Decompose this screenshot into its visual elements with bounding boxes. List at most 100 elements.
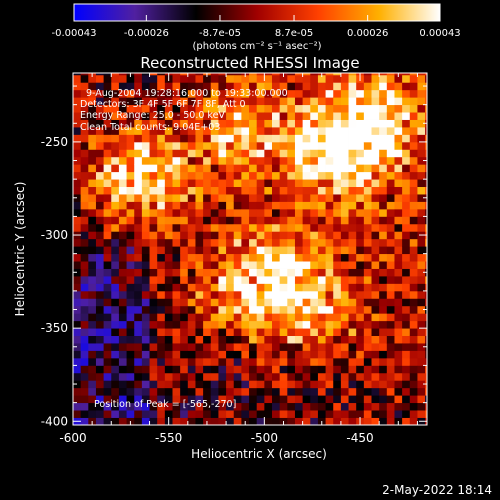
- heatmap-cell: [317, 231, 326, 240]
- heatmap-cell: [149, 313, 158, 322]
- heatmap-cell: [126, 171, 135, 180]
- heatmap-cell: [294, 246, 304, 255]
- heatmap-cell: [73, 335, 82, 344]
- heatmap-cell: [218, 238, 227, 247]
- heatmap-cell: [95, 127, 105, 135]
- heatmap-cell: [218, 380, 227, 389]
- heatmap-cell: [226, 112, 235, 120]
- heatmap-cell: [379, 261, 388, 269]
- heatmap-cell: [111, 395, 120, 404]
- heatmap-cell: [111, 410, 120, 418]
- heatmap-cell: [363, 283, 372, 292]
- heatmap-cell: [218, 97, 227, 106]
- heatmap-cell: [379, 328, 388, 337]
- heatmap-cell: [187, 365, 196, 374]
- heatmap-cell: [164, 268, 173, 277]
- heatmap-cell: [118, 156, 127, 165]
- heatmap-cell: [264, 290, 273, 299]
- heatmap-cell: [187, 261, 196, 269]
- heatmap-cell: [118, 335, 127, 344]
- heatmap-cell: [218, 290, 227, 299]
- heatmap-cell: [80, 119, 89, 128]
- heatmap-cell: [187, 194, 196, 202]
- heatmap-cell: [417, 82, 426, 91]
- heatmap-cell: [180, 402, 189, 411]
- heatmap-cell: [157, 246, 166, 255]
- heatmap-cell: [180, 335, 189, 344]
- heatmap-cell: [149, 365, 158, 374]
- heatmap-cell: [164, 156, 173, 165]
- heatmap-cell: [73, 127, 82, 135]
- heatmap-cell: [218, 73, 227, 76]
- heatmap-cell: [325, 127, 334, 135]
- y-tick-label: -300: [41, 228, 68, 242]
- heatmap-cell: [134, 313, 143, 322]
- heatmap-cell: [325, 402, 334, 411]
- heatmap-cell: [73, 343, 82, 351]
- heatmap-cell: [394, 156, 403, 165]
- heatmap-cell: [317, 276, 326, 284]
- heatmap-cell: [241, 186, 250, 195]
- heatmap-cell: [333, 238, 342, 247]
- heatmap-cell: [394, 171, 403, 180]
- heatmap-cell: [149, 134, 158, 143]
- heatmap-cell: [371, 186, 380, 195]
- heatmap-cell: [210, 112, 219, 120]
- heatmap-cell: [256, 164, 265, 173]
- heatmap-cell: [241, 290, 250, 299]
- heatmap-cell: [425, 127, 427, 135]
- heatmap-cell: [310, 127, 319, 135]
- heatmap-cell: [226, 246, 235, 255]
- heatmap-cell: [325, 171, 334, 180]
- heatmap-cell: [348, 417, 357, 425]
- heatmap-cell: [333, 343, 342, 351]
- heatmap-cell: [180, 365, 189, 374]
- heatmap-cell: [118, 97, 127, 106]
- heatmap-cell: [80, 149, 89, 158]
- heatmap-cell: [348, 231, 357, 240]
- heatmap-cell: [164, 380, 173, 389]
- heatmap-cell: [402, 253, 411, 262]
- heatmap-cell: [210, 402, 219, 411]
- heatmap-cell: [386, 73, 395, 76]
- heatmap-cell: [126, 179, 135, 188]
- heatmap-cell: [157, 417, 166, 425]
- heatmap-cell: [379, 112, 388, 120]
- heatmap-cell: [409, 201, 418, 210]
- heatmap-cell: [126, 328, 135, 337]
- heatmap-cell: [126, 208, 135, 217]
- heatmap-cell: [417, 201, 426, 210]
- heatmap-cell: [386, 268, 395, 277]
- heatmap-cell: [203, 402, 212, 411]
- heatmap-cell: [195, 268, 204, 277]
- heatmap-cell: [425, 238, 427, 247]
- heatmap-cell: [348, 350, 357, 359]
- heatmap-cell: [356, 335, 365, 344]
- heatmap-cell: [95, 268, 105, 277]
- heatmap-cell: [356, 216, 365, 225]
- heatmap-cell: [325, 380, 334, 389]
- heatmap-cell: [363, 402, 372, 411]
- heatmap-cell: [141, 261, 150, 269]
- colorbar-ticks: -0.00043 -0.00026 -8.7e-05 8.7e-05 0.00026 0.…: [52, 15, 461, 39]
- heatmap-cell: [371, 179, 380, 188]
- heatmap-cell: [356, 164, 365, 173]
- heatmap-cell: [371, 305, 380, 314]
- heatmap-cell: [164, 283, 173, 292]
- heatmap-cell: [172, 74, 181, 83]
- heatmap-cell: [302, 201, 311, 210]
- heatmap-cell: [103, 402, 112, 411]
- heatmap-cell: [264, 179, 273, 188]
- heatmap-cell: [118, 208, 127, 217]
- heatmap-cell: [302, 335, 311, 344]
- heatmap-cell: [195, 89, 204, 98]
- heatmap-cell: [417, 164, 426, 173]
- heatmap-cell: [363, 89, 372, 98]
- heatmap-cell: [264, 238, 273, 247]
- heatmap-cell: [73, 328, 82, 337]
- colorbar-tick-label: 0.00043: [419, 28, 460, 39]
- heatmap-cell: [118, 357, 127, 366]
- heatmap-cell: [195, 73, 204, 76]
- heatmap-cell: [386, 276, 395, 284]
- heatmap-cell: [118, 417, 127, 425]
